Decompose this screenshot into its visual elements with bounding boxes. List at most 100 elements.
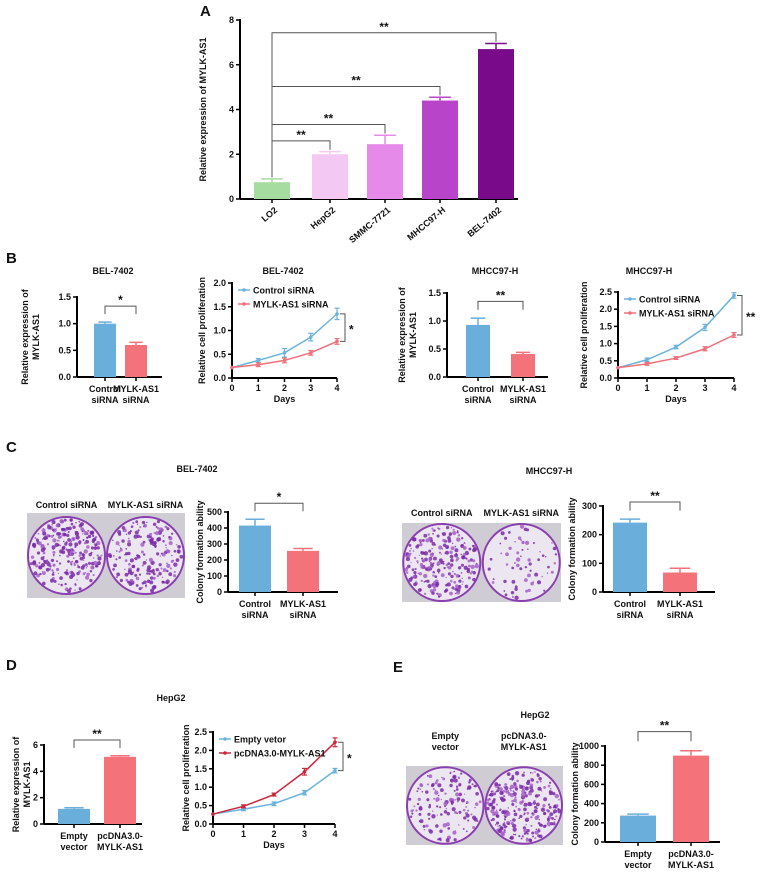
colony: [138, 573, 142, 576]
colony: [418, 812, 422, 816]
colony: [42, 556, 45, 558]
data-point: [241, 804, 246, 809]
chart-bel7402-proliferation: BEL-7402 0.0 0.5 1.0 1.5 2.0 Relative cell pro…: [197, 266, 354, 404]
colony: [128, 562, 131, 566]
colony: [146, 568, 151, 573]
colony: [42, 547, 46, 551]
y-tick-label: 4: [229, 105, 234, 115]
colony: [417, 588, 422, 593]
colony: [510, 590, 515, 595]
colony: [521, 835, 524, 838]
colony: [432, 583, 437, 589]
colony: [411, 537, 417, 542]
y-tick-label: 0.5: [58, 345, 71, 355]
colony: [453, 588, 455, 590]
colony: [455, 584, 459, 588]
data-point: [703, 325, 707, 330]
colony: [412, 550, 415, 552]
colony: [65, 569, 69, 572]
y-tick-label: 200: [207, 555, 222, 565]
colony: [536, 807, 538, 810]
colony: [83, 530, 88, 536]
colony: [516, 563, 520, 568]
colony: [82, 559, 85, 562]
data-point: [272, 792, 276, 797]
legend-label: pcDNA3.0-MYLK-AS1: [234, 749, 326, 759]
colony: [552, 792, 556, 796]
x-tick-label: 3: [302, 829, 307, 839]
colony: [530, 815, 533, 819]
colony: [529, 771, 532, 774]
y-tick-label: 1.0: [194, 782, 207, 792]
colony: [116, 572, 121, 577]
significance-label: **: [379, 20, 389, 34]
chart-mhcc97h-colony-formation: 0 100 200 300 Colony formation ability Contro…: [567, 489, 715, 620]
y-tick-label: 100: [207, 571, 222, 581]
colony: [441, 548, 444, 550]
colony: [474, 563, 479, 569]
colony: [447, 538, 452, 543]
colony: [506, 772, 511, 777]
colony: [527, 588, 531, 592]
colony: [125, 533, 128, 536]
colony: [431, 566, 434, 569]
bar: [422, 100, 458, 199]
colony: [67, 538, 72, 542]
colony: [158, 563, 162, 567]
colony: [500, 552, 503, 555]
colony: [432, 570, 435, 574]
colony: [463, 565, 468, 570]
colony: [486, 806, 490, 811]
colony: [65, 571, 69, 576]
colony: [442, 538, 446, 543]
x-axis-label: Days: [263, 840, 285, 850]
colony: [127, 542, 132, 547]
data-point: [732, 333, 736, 337]
colony: [433, 529, 436, 532]
colony: [69, 561, 73, 564]
colony: [134, 530, 139, 535]
colony: [413, 805, 416, 808]
significance-label: **: [324, 111, 334, 125]
colony: [134, 573, 138, 577]
colony: [58, 583, 60, 585]
colony: [92, 574, 95, 577]
colony: [442, 777, 446, 781]
colony: [455, 590, 460, 595]
colony: [498, 824, 501, 827]
colony: [503, 818, 507, 821]
colony: [61, 546, 65, 551]
colony: [124, 568, 126, 571]
colony: [136, 567, 140, 571]
colony: [525, 830, 528, 833]
colony: [52, 553, 55, 556]
colony: [439, 838, 441, 840]
colony: [534, 815, 539, 821]
panel-letter-D: D: [6, 657, 17, 674]
colony: [509, 784, 515, 790]
colony: [38, 565, 43, 570]
colony: [453, 838, 457, 842]
colony: [76, 571, 80, 576]
colony: [74, 542, 79, 547]
colony: [512, 818, 516, 822]
colony: [502, 794, 506, 798]
y-tick-label: 400: [207, 523, 222, 533]
bar: [58, 808, 90, 824]
colony: [428, 549, 432, 553]
colony: [426, 798, 430, 802]
colony: [417, 572, 419, 574]
colony: [492, 792, 495, 795]
x-tick-label: 4: [334, 383, 339, 393]
colony: [540, 790, 543, 792]
colony: [132, 521, 135, 525]
colony: [409, 815, 413, 818]
colony: [555, 804, 559, 808]
colony: [75, 559, 78, 563]
y-axis-label: Relative cell proliferation: [579, 281, 589, 388]
colony: [523, 771, 526, 774]
colony: [179, 554, 184, 559]
y-tick-label: 8: [229, 15, 234, 25]
colony: [549, 787, 552, 790]
colony: [89, 570, 93, 573]
